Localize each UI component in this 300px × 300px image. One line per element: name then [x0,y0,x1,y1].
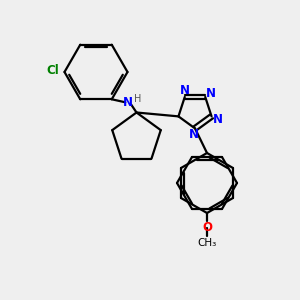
Text: N: N [188,128,199,141]
Text: N: N [123,96,133,109]
Text: Cl: Cl [46,64,59,77]
Text: O: O [202,221,212,234]
Text: CH₃: CH₃ [197,238,217,248]
Text: N: N [206,87,216,100]
Text: H: H [134,94,141,104]
Text: N: N [180,84,190,97]
Text: N: N [212,113,223,126]
